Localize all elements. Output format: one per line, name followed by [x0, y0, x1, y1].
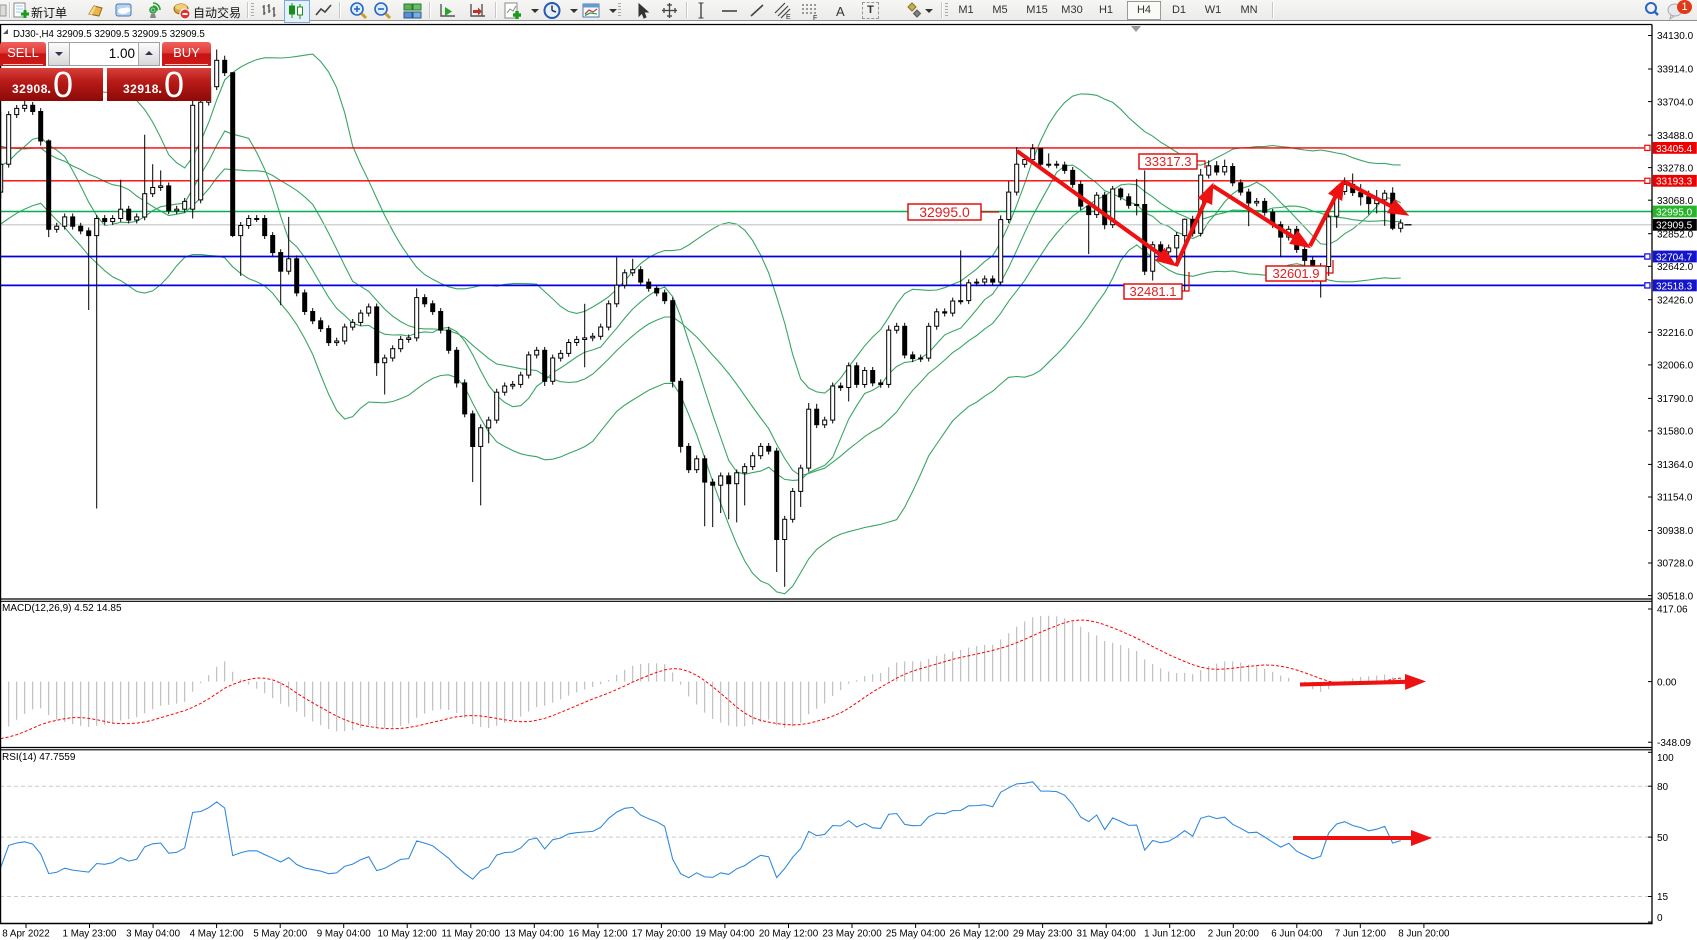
svg-text:31 May 04:00: 31 May 04:00 [1077, 929, 1137, 940]
svg-text:16 May 12:00: 16 May 12:00 [568, 929, 628, 940]
svg-text:33405.4: 33405.4 [1656, 144, 1693, 155]
svg-text:33278.0: 33278.0 [1657, 163, 1694, 174]
svg-text:33914.0: 33914.0 [1657, 65, 1694, 76]
svg-text:30518.0: 30518.0 [1657, 591, 1694, 602]
svg-text:32995.0: 32995.0 [1656, 207, 1693, 218]
svg-text:32909.5: 32909.5 [1656, 221, 1693, 232]
svg-text:32518.3: 32518.3 [1656, 281, 1693, 292]
svg-text:0: 0 [1657, 913, 1663, 924]
svg-text:2 Jun 20:00: 2 Jun 20:00 [1208, 929, 1260, 940]
svg-text:RSI(14) 47.7559: RSI(14) 47.7559 [2, 752, 76, 763]
svg-text:-348.09: -348.09 [1657, 738, 1691, 749]
svg-text:1 Jun 12:00: 1 Jun 12:00 [1144, 929, 1196, 940]
svg-text:17 May 20:00: 17 May 20:00 [632, 929, 692, 940]
svg-text:31580.0: 31580.0 [1657, 427, 1694, 438]
svg-text:11 May 20:00: 11 May 20:00 [441, 929, 500, 940]
svg-text:32704.7: 32704.7 [1656, 252, 1693, 263]
svg-text:5 May 20:00: 5 May 20:00 [253, 929, 307, 940]
svg-text:31154.0: 31154.0 [1657, 493, 1693, 504]
svg-text:33193.3: 33193.3 [1656, 177, 1693, 188]
svg-text:32852.0: 32852.0 [1657, 229, 1694, 240]
svg-text:33704.0: 33704.0 [1657, 97, 1694, 108]
svg-text:9 May 04:00: 9 May 04:00 [317, 929, 371, 940]
svg-text:30938.0: 30938.0 [1657, 526, 1694, 537]
svg-text:8 Jun 20:00: 8 Jun 20:00 [1398, 929, 1450, 940]
svg-text:3 May 04:00: 3 May 04:00 [126, 929, 180, 940]
svg-text:10 May 12:00: 10 May 12:00 [378, 929, 438, 940]
svg-text:25 May 04:00: 25 May 04:00 [886, 929, 946, 940]
svg-text:0.00: 0.00 [1657, 677, 1677, 688]
svg-text:31364.0: 31364.0 [1657, 460, 1694, 471]
svg-text:32642.0: 32642.0 [1657, 262, 1694, 273]
svg-text:33317.3: 33317.3 [1145, 154, 1192, 169]
svg-text:20 May 12:00: 20 May 12:00 [759, 929, 819, 940]
svg-text:E: E [786, 14, 791, 21]
svg-text:6 Jun 04:00: 6 Jun 04:00 [1271, 929, 1323, 940]
svg-text:19 May 04:00: 19 May 04:00 [695, 929, 755, 940]
svg-text:F: F [813, 15, 817, 21]
svg-text:26 May 12:00: 26 May 12:00 [949, 929, 1009, 940]
svg-text:30728.0: 30728.0 [1657, 559, 1694, 570]
svg-text:34130.0: 34130.0 [1657, 31, 1694, 42]
svg-text:31790.0: 31790.0 [1657, 394, 1694, 405]
svg-text:33488.0: 33488.0 [1657, 131, 1694, 142]
svg-text:4 May 12:00: 4 May 12:00 [190, 929, 244, 940]
svg-text:32426.0: 32426.0 [1657, 295, 1694, 306]
svg-text:23 May 20:00: 23 May 20:00 [822, 929, 882, 940]
svg-text:32601.9: 32601.9 [1273, 266, 1320, 281]
svg-text:100: 100 [1657, 753, 1674, 764]
svg-text:80: 80 [1657, 782, 1669, 793]
svg-text:32006.0: 32006.0 [1657, 361, 1694, 372]
svg-text:29 May 23:00: 29 May 23:00 [1013, 929, 1073, 940]
svg-text:15: 15 [1657, 892, 1669, 903]
svg-text:8 Apr 2022: 8 Apr 2022 [2, 929, 49, 940]
svg-text:13 May 04:00: 13 May 04:00 [505, 929, 565, 940]
svg-text:417.06: 417.06 [1657, 605, 1688, 616]
svg-text:32481.1: 32481.1 [1130, 284, 1177, 299]
svg-text:MACD(12,26,9) 4.52 14.85: MACD(12,26,9) 4.52 14.85 [2, 603, 122, 614]
svg-text:7 Jun 12:00: 7 Jun 12:00 [1335, 929, 1387, 940]
svg-text:DJ30-,H4 32909.5 32909.5 3290: DJ30-,H4 32909.5 32909.5 32909.5 32909.5 [13, 29, 205, 40]
svg-text:50: 50 [1657, 833, 1669, 844]
svg-text:32995.0: 32995.0 [919, 204, 970, 220]
svg-text:1 May 23:00: 1 May 23:00 [63, 929, 117, 940]
svg-text:33068.0: 33068.0 [1657, 196, 1694, 207]
svg-text:32216.0: 32216.0 [1657, 328, 1694, 339]
